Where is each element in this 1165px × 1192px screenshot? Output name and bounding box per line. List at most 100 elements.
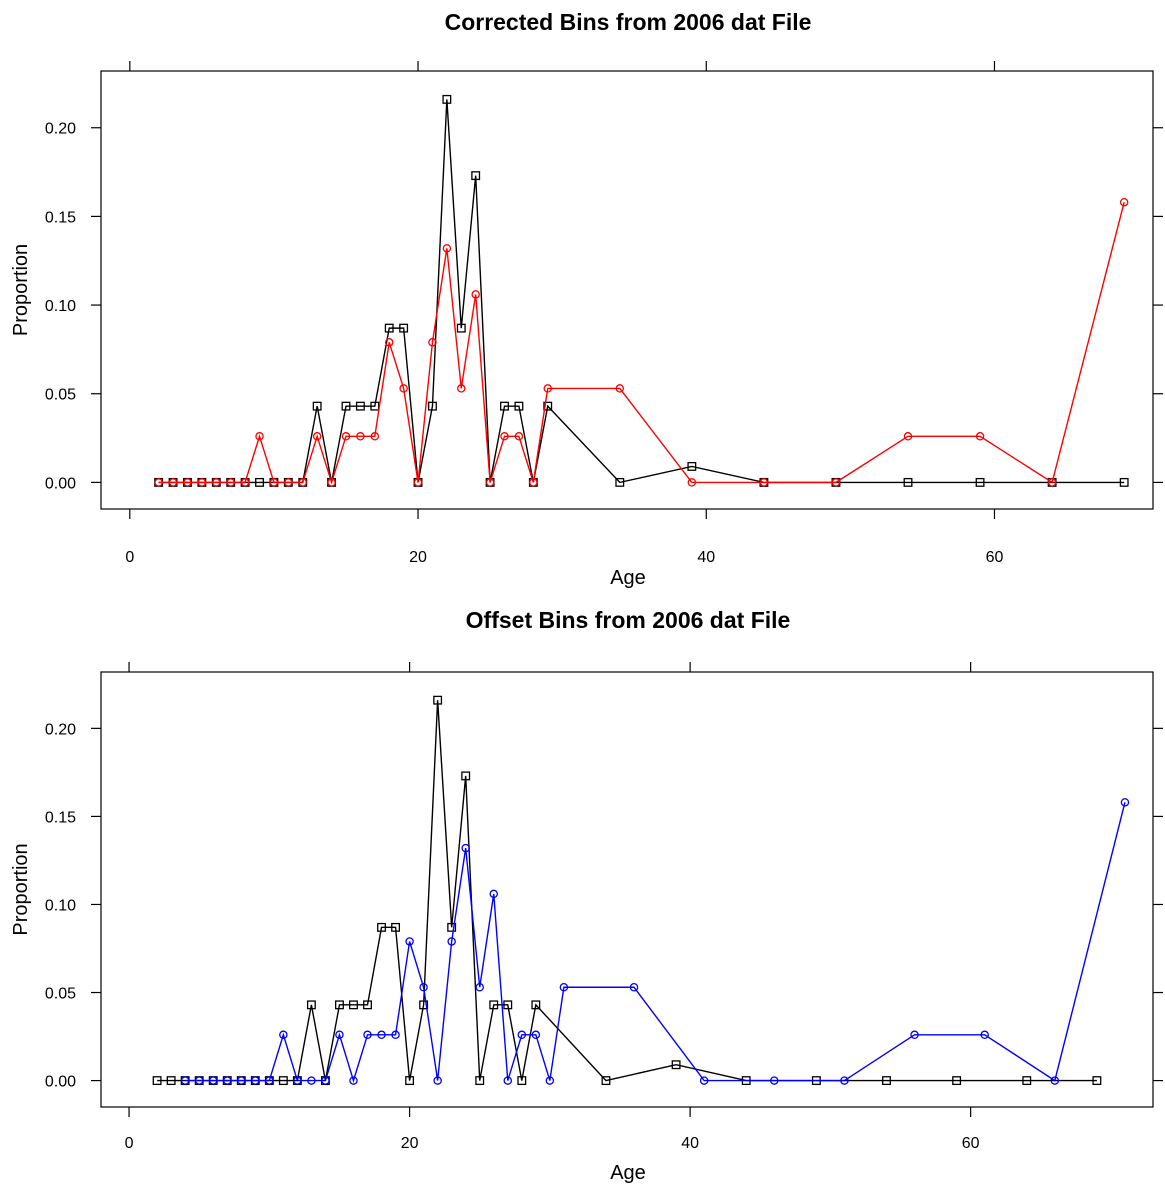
data-point-square	[671, 1060, 681, 1070]
data-point-circle	[168, 478, 178, 487]
data-point-circle	[419, 982, 428, 992]
data-point-circle	[975, 432, 985, 441]
data-point-square	[531, 1000, 541, 1010]
data-point-square	[405, 1076, 415, 1086]
y-tick-label: 0.15	[45, 809, 76, 826]
data-point-circle	[265, 1076, 274, 1085]
data-point-circle	[543, 384, 552, 393]
data-point-circle	[370, 432, 380, 441]
data-point-square	[370, 401, 380, 411]
data-point-circle	[363, 1030, 372, 1040]
data-point-square	[471, 171, 481, 181]
data-point-circle	[307, 1076, 316, 1085]
y-tick-label: 0.10	[45, 298, 76, 315]
data-point-square	[255, 477, 264, 487]
x-tick-label: 0	[125, 1135, 134, 1152]
data-point-square	[399, 323, 409, 333]
data-point-circle	[405, 937, 414, 946]
data-point-square	[1092, 1076, 1102, 1086]
data-point-square	[442, 94, 452, 104]
data-point-circle	[980, 1030, 989, 1040]
x-tick-label: 60	[986, 549, 1004, 566]
data-point-circle	[197, 478, 207, 487]
data-point-circle	[212, 478, 221, 487]
y-axis-label: Proportion	[10, 843, 32, 935]
data-point-circle	[413, 478, 423, 487]
data-point-circle	[312, 432, 322, 441]
x-axis-label: Age	[610, 1162, 646, 1184]
data-point-circle	[759, 478, 769, 487]
data-point-circle	[384, 338, 394, 347]
data-point-circle	[341, 432, 351, 441]
series-line	[158, 99, 1125, 484]
data-point-square	[517, 1076, 527, 1086]
data-point-circle	[489, 889, 498, 899]
data-point-circle	[226, 478, 235, 487]
data-point-square	[363, 1000, 372, 1010]
data-point-circle	[903, 432, 913, 441]
x-tick-label: 0	[125, 549, 134, 566]
data-point-circle	[183, 478, 192, 487]
x-tick-label: 20	[409, 549, 427, 566]
y-axis-label: Proportion	[10, 244, 32, 336]
data-point-circle	[335, 1030, 344, 1040]
series-squares	[154, 94, 1129, 487]
data-point-circle	[321, 1076, 330, 1085]
data-point-square	[903, 477, 913, 487]
data-point-square	[952, 1076, 962, 1086]
data-point-circle	[461, 843, 470, 853]
data-point-square	[278, 1076, 288, 1086]
data-point-square	[341, 401, 351, 411]
data-point-circle	[293, 1076, 302, 1085]
data-point-circle	[433, 1076, 442, 1085]
y-tick-label: 0.00	[45, 475, 76, 492]
y-tick-label: 0.15	[45, 209, 76, 226]
data-point-circle	[194, 1076, 204, 1085]
x-tick-label: 20	[401, 1135, 419, 1152]
data-point-square	[355, 401, 365, 411]
data-point-square	[1119, 477, 1129, 487]
data-point-square	[601, 1076, 611, 1086]
data-point-circle	[298, 478, 308, 487]
data-point-circle	[485, 478, 495, 487]
data-point-circle	[269, 478, 279, 487]
data-point-circle	[399, 384, 408, 393]
data-point-square	[433, 695, 443, 705]
series-line	[157, 700, 1097, 1082]
plot-frame	[100, 70, 1154, 510]
data-point-square	[447, 922, 457, 932]
data-point-circle	[1119, 197, 1129, 207]
data-point-circle	[391, 1030, 400, 1040]
data-point-square	[543, 401, 553, 411]
data-point-circle	[327, 478, 336, 487]
data-point-circle	[255, 432, 264, 441]
y-tick-label: 0.10	[45, 897, 76, 914]
data-point-circle	[503, 1076, 513, 1085]
data-point-circle	[770, 1076, 779, 1085]
data-point-square	[419, 1000, 429, 1010]
data-point-circle	[831, 478, 841, 487]
data-point-circle	[1047, 478, 1057, 487]
data-point-square	[349, 1000, 358, 1010]
x-tick-label: 60	[962, 1135, 980, 1152]
data-point-square	[475, 1076, 485, 1086]
panel-offset-bins: Offset Bins from 2006 dat File 0 20 40 60 0.0…	[10, 607, 1163, 1184]
y-tick-label: 0.00	[45, 1074, 76, 1091]
data-point-circle	[180, 1076, 190, 1085]
data-point-circle	[559, 982, 569, 992]
data-point-square	[384, 323, 394, 333]
data-point-circle	[154, 478, 163, 487]
series-squares	[152, 695, 1102, 1086]
chart-title: Offset Bins from 2006 dat File	[466, 607, 791, 633]
data-point-circle	[475, 982, 484, 992]
series-line	[185, 802, 1126, 1083]
data-point-square	[975, 477, 985, 487]
y-tick-label: 0.05	[45, 986, 76, 1003]
data-point-circle	[284, 478, 293, 487]
data-point-square	[503, 1000, 513, 1010]
data-point-square	[687, 461, 697, 471]
data-point-circle	[208, 1076, 218, 1085]
data-point-circle	[1050, 1076, 1060, 1085]
data-point-circle	[500, 432, 509, 441]
